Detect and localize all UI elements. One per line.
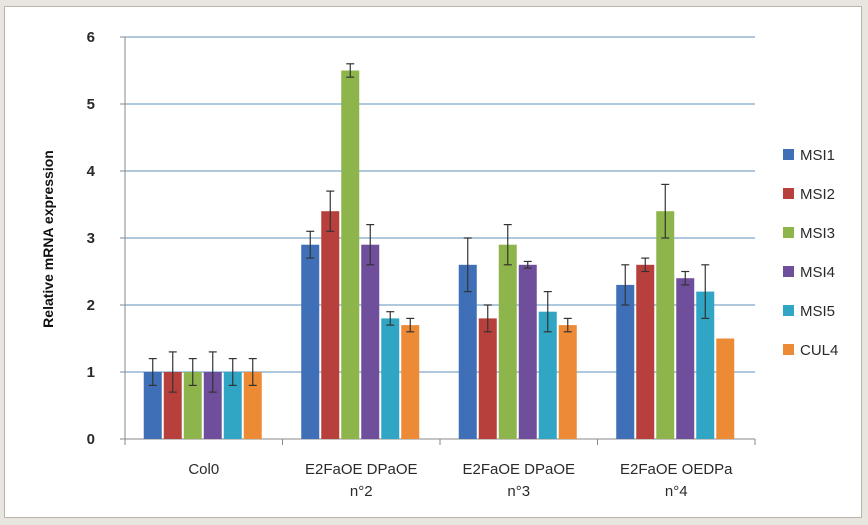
bar-msi1	[458, 264, 477, 439]
y-tick-label: 2	[87, 297, 95, 314]
x-category-label: E2FaOE DPaOE	[305, 461, 418, 478]
bar-cul4	[401, 325, 420, 439]
y-tick-label: 4	[87, 163, 96, 180]
legend-swatch-cul4	[783, 344, 794, 355]
bar-msi1	[616, 284, 635, 439]
bar-msi1	[301, 244, 320, 439]
y-tick-label: 3	[87, 230, 95, 247]
legend-swatch-msi1	[783, 149, 794, 160]
x-category-label: n°4	[665, 483, 688, 500]
legend-swatch-msi3	[783, 227, 794, 238]
y-axis-label: Relative mRNA expression	[40, 150, 56, 328]
bar-msi2	[163, 372, 182, 439]
bars	[143, 70, 735, 439]
bar-msi4	[518, 264, 537, 439]
bar-msi5	[538, 311, 557, 439]
bar-msi2	[321, 211, 340, 439]
bar-cul4	[558, 325, 577, 439]
bar-cul4	[716, 338, 735, 439]
chart-frame: 0 1 2 3 4 5 6 Col0 E2FaOE DPaOE n°2 E2FaOE DPaOE n…	[4, 6, 862, 518]
bar-chart: 0 1 2 3 4 5 6 Col0 E2FaOE DPaOE n°2 E2FaOE DPaOE n…	[40, 29, 838, 500]
legend-swatch-msi2	[783, 188, 794, 199]
legend-label-msi4: MSI4	[800, 264, 835, 281]
x-category-labels: Col0 E2FaOE DPaOE n°2 E2FaOE DPaOE n°3 E2FaOE…	[124, 439, 756, 500]
bar-msi2	[478, 318, 497, 439]
y-tick-label: 1	[87, 364, 95, 381]
bar-cul4	[243, 372, 262, 439]
bar-msi5	[381, 318, 400, 439]
bar-msi3	[498, 244, 517, 439]
y-tick-label: 6	[87, 29, 95, 46]
bar-msi4	[676, 278, 695, 439]
bar-msi1	[143, 372, 162, 439]
bar-msi3	[183, 372, 202, 439]
x-category-label: E2FaOE OEDPa	[620, 461, 733, 478]
bar-msi4	[361, 244, 380, 439]
legend-swatch-msi4	[783, 266, 794, 277]
bar-msi4	[203, 372, 222, 439]
legend-label-msi3: MSI3	[800, 225, 835, 242]
legend-label-cul4: CUL4	[800, 342, 838, 359]
error-bars	[148, 63, 710, 393]
y-tick-label: 5	[87, 96, 95, 113]
bar-msi5	[696, 291, 715, 439]
bar-msi3	[341, 70, 360, 439]
legend-swatch-msi5	[783, 305, 794, 316]
legend: MSI1 MSI2 MSI3 MSI4 MSI5 CUL4	[783, 147, 838, 359]
x-category-label: E2FaOE DPaOE	[462, 461, 575, 478]
legend-label-msi5: MSI5	[800, 303, 835, 320]
x-category-label: Col0	[188, 461, 219, 478]
x-category-label: n°2	[350, 483, 373, 500]
bar-msi5	[223, 372, 242, 439]
y-tick-label: 0	[87, 431, 95, 448]
y-tick-labels: 0 1 2 3 4 5 6	[87, 29, 125, 448]
legend-label-msi1: MSI1	[800, 147, 835, 164]
bar-msi3	[656, 211, 675, 439]
legend-label-msi2: MSI2	[800, 186, 835, 203]
x-category-label: n°3	[507, 483, 530, 500]
bar-msi2	[636, 264, 655, 439]
